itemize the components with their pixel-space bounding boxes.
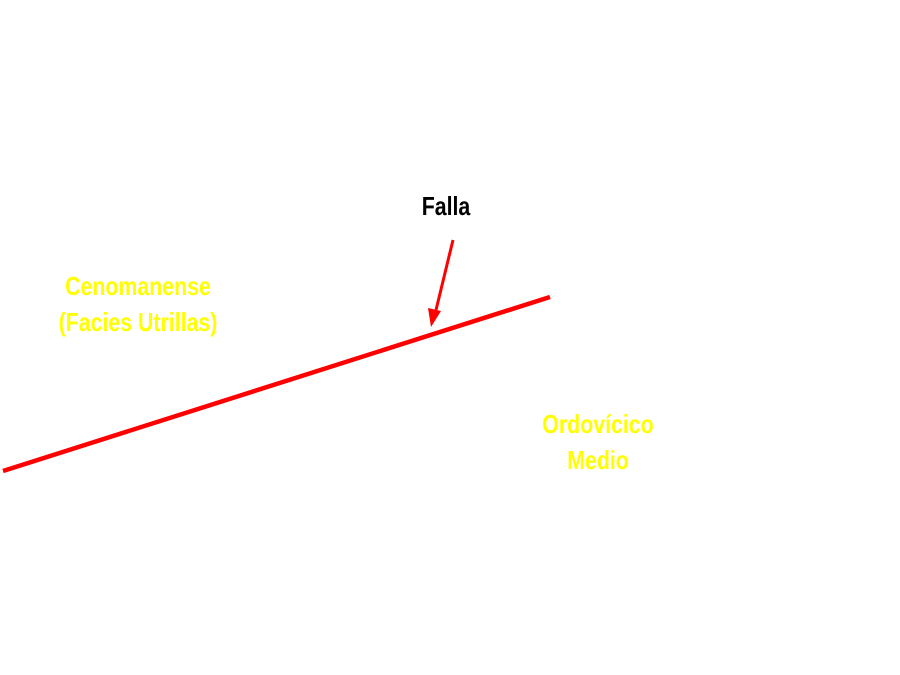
fault-arrow-shaft <box>434 239 455 311</box>
fault-label-text: Falla <box>421 191 471 221</box>
cenomanense-unit-label: Cenomanense (Facies Utrillas) <box>40 268 237 340</box>
cenomanense-label-line2: (Facies Utrillas) <box>58 307 218 337</box>
ordovicico-label-line2: Medio <box>567 445 629 475</box>
ordovicico-unit-label: Ordovícico Medio <box>508 406 688 478</box>
fault-line <box>2 294 551 474</box>
ordovicico-label-line1: Ordovícico <box>542 409 654 439</box>
cenomanense-label-line1: Cenomanense <box>65 271 211 301</box>
fault-arrow-head <box>428 308 441 327</box>
fault-label: Falla <box>405 188 487 224</box>
